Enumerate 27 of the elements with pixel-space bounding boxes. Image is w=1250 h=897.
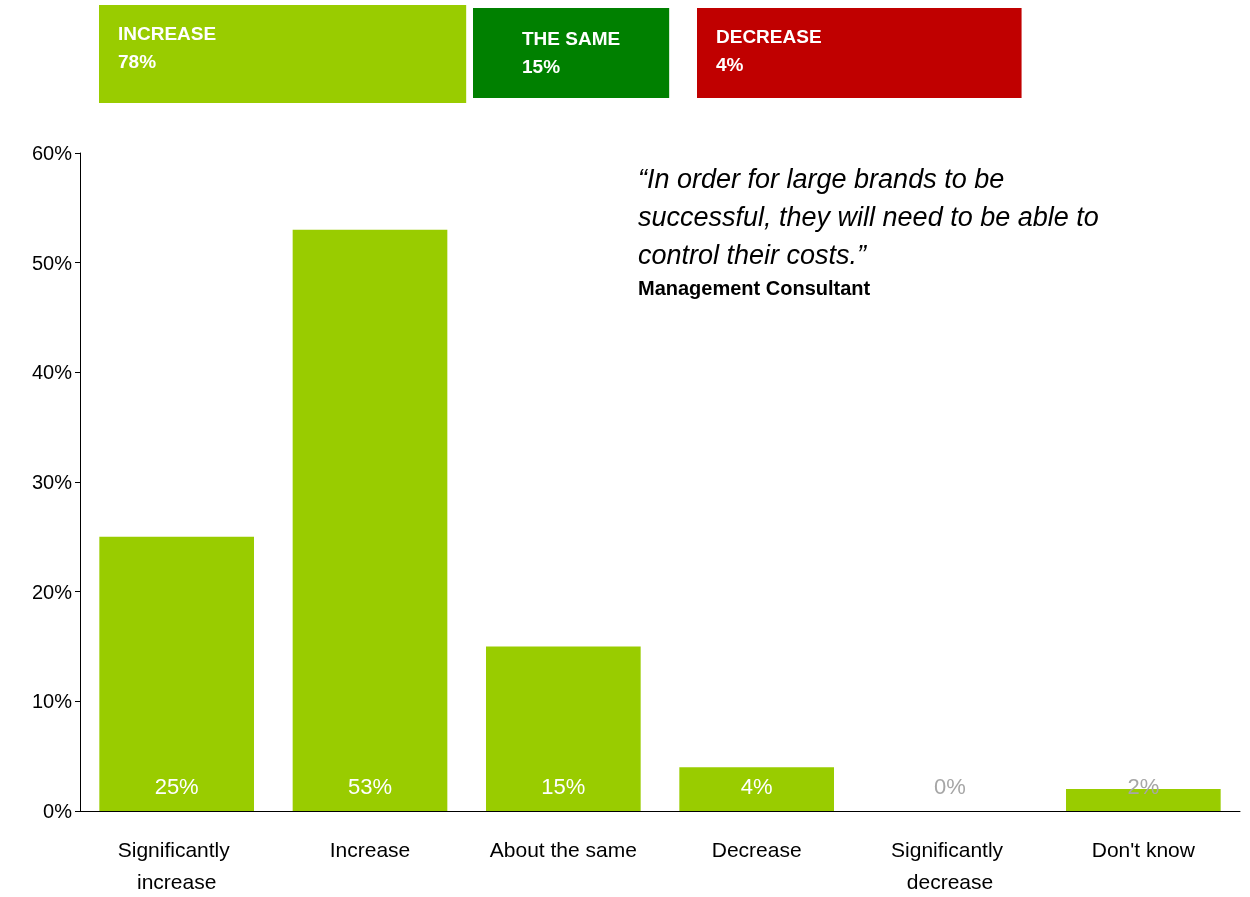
data-label: 15% — [541, 773, 586, 799]
y-tick-label: 0% — [43, 800, 73, 822]
y-tick-label: 10% — [31, 690, 73, 713]
bar — [486, 646, 641, 811]
y-tick-label: 60% — [31, 142, 73, 164]
y-tick-label: 40% — [31, 361, 73, 384]
x-tick-label: Don't know — [1091, 837, 1196, 861]
x-tick-label: Significantly decrease — [891, 837, 1009, 893]
bar — [292, 229, 448, 811]
annotation: Management Consultant — [638, 277, 871, 299]
x-tick-label: Significantly increase — [117, 837, 236, 893]
y-tick-label: 50% — [31, 251, 73, 274]
annotation: “In order for large brands to be successful, they will need to be able to control their costs.” — [638, 164, 1099, 270]
bar — [679, 767, 834, 811]
data-label: 0% — [934, 773, 966, 799]
data-label: 4% — [740, 773, 773, 799]
text: INCREASE 78% — [118, 22, 217, 72]
text: THE SAME 15% — [522, 27, 621, 77]
x-tick-label: About the same — [489, 837, 637, 861]
text: DECREASE 4% — [716, 25, 822, 75]
y-tick-label: 30% — [31, 471, 73, 493]
bar — [99, 536, 254, 811]
x-tick-label: Increase — [329, 837, 411, 861]
data-label: 25% — [154, 773, 199, 799]
x-tick-label: Decrease — [711, 837, 802, 861]
data-label: 53% — [347, 773, 393, 799]
y-tick-label: 20% — [31, 580, 73, 603]
